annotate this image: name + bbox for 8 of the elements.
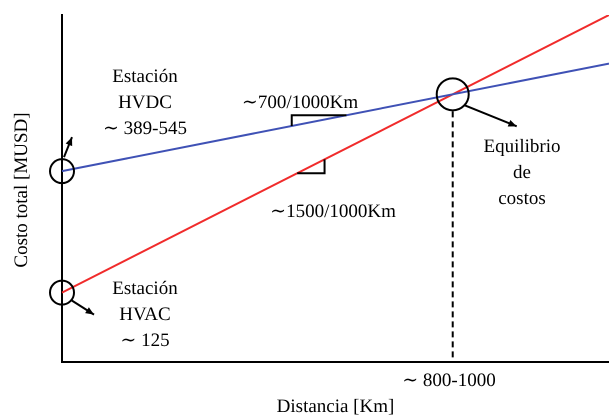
text: ∼ 800-1000 bbox=[402, 369, 496, 393]
annotation: ∼700/1000Km bbox=[242, 91, 358, 115]
annotation: ∼1500/1000Km bbox=[270, 200, 396, 224]
x-axis-title: Distancia [Km] bbox=[276, 395, 394, 419]
annotation: Equilibrio de costos bbox=[483, 135, 561, 211]
annotation: Estación HVAC ∼ 125 bbox=[112, 277, 178, 353]
y-axis-title: Costo total [MUSD] bbox=[10, 112, 33, 268]
annotation: Estación HVDC ∼ 389-545 bbox=[103, 65, 187, 141]
